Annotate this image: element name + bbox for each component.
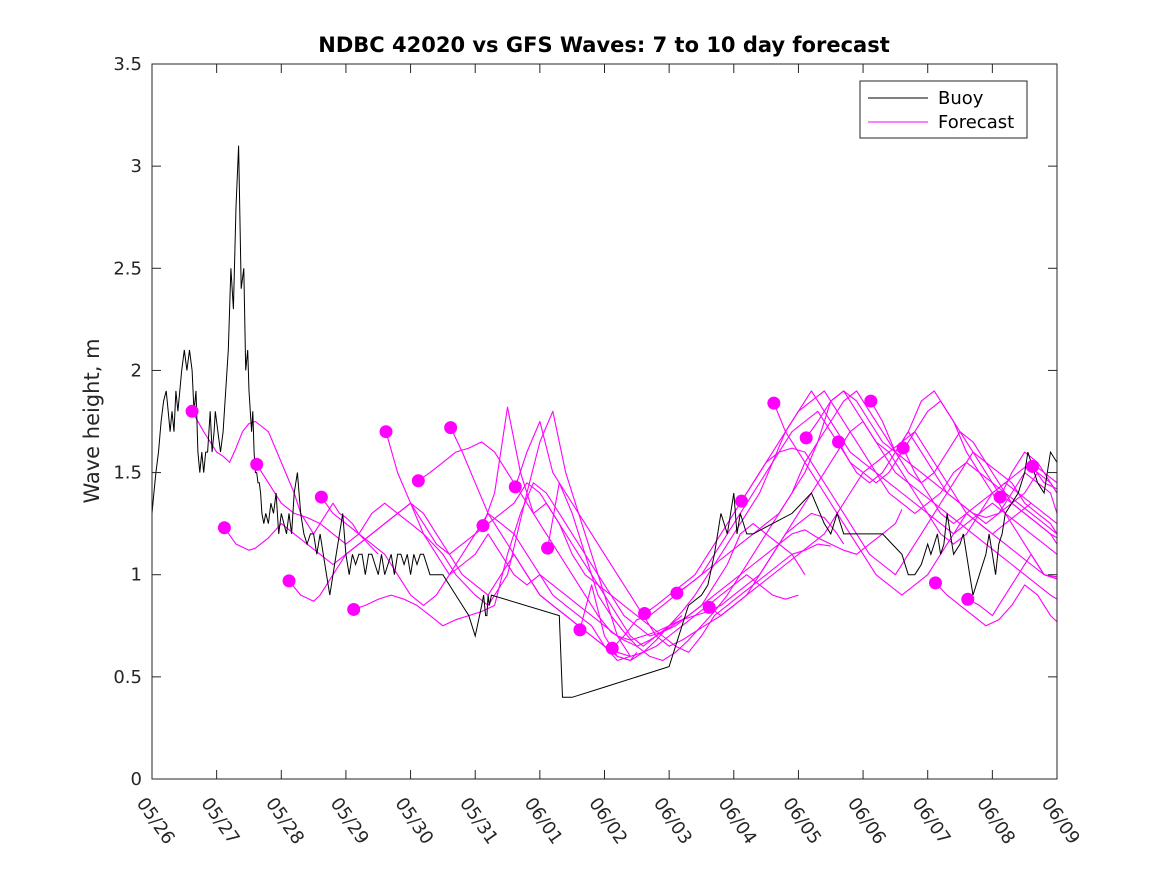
- x-tick-label: 05/30: [390, 794, 437, 849]
- forecast-marker: [638, 607, 652, 621]
- forecast-line: [450, 427, 799, 657]
- y-axis: 0 0.5 1 1.5 2 2.5 3 3.5: [113, 54, 1057, 790]
- forecast-line: [935, 582, 1057, 627]
- x-tick-label: 06/09: [1037, 794, 1084, 849]
- x-tick-label: 06/08: [972, 794, 1019, 849]
- forecast-marker: [767, 396, 781, 410]
- x-tick-label: 06/02: [584, 794, 631, 849]
- forecast-marker: [928, 576, 942, 590]
- x-tick-label: 06/07: [908, 794, 955, 849]
- forecast-marker: [605, 641, 619, 655]
- forecast-line: [353, 482, 806, 637]
- chart-title: NDBC 42020 vs GFS Waves: 7 to 10 day for…: [318, 33, 889, 57]
- forecast-line: [870, 400, 1057, 539]
- forecast-marker: [541, 541, 555, 555]
- forecast-marker: [411, 474, 425, 488]
- forecast-marker: [508, 480, 522, 494]
- forecast-marker: [670, 586, 684, 600]
- forecast-marker: [379, 425, 393, 439]
- x-tick-label: 06/05: [778, 794, 825, 849]
- forecast-marker: [185, 404, 199, 418]
- x-tick-label: 06/04: [714, 794, 761, 849]
- y-tick-label: 1: [131, 565, 142, 586]
- forecast-marker: [250, 457, 264, 471]
- forecast-marker: [961, 592, 975, 606]
- x-tick-label: 05/26: [132, 794, 179, 849]
- forecast-marker: [735, 494, 749, 508]
- legend-forecast-label: Forecast: [938, 112, 1014, 133]
- y-tick-label: 0.5: [113, 667, 142, 688]
- forecast-line: [579, 390, 1057, 662]
- forecast-marker: [702, 600, 716, 614]
- y-axis-label: Wave height, m: [80, 338, 104, 503]
- x-tick-label: 06/01: [520, 794, 567, 849]
- forecast-markers-group: [185, 394, 1039, 655]
- forecast-line: [708, 431, 1057, 617]
- y-tick-label: 1.5: [113, 463, 142, 484]
- forecast-line: [967, 553, 1057, 617]
- forecast-marker: [993, 490, 1007, 504]
- forecast-line: [838, 400, 1057, 580]
- forecast-line: [482, 406, 831, 653]
- forecast-line: [320, 482, 683, 647]
- y-tick-label: 0: [131, 769, 142, 790]
- y-tick-label: 2.5: [113, 258, 142, 279]
- legend-buoy-label: Buoy: [938, 88, 984, 109]
- legend: Buoy Forecast: [859, 80, 1028, 139]
- buoy-line: [152, 145, 1057, 698]
- forecast-marker: [799, 431, 813, 445]
- y-tick-label: 3: [131, 156, 142, 177]
- forecast-marker: [1025, 459, 1039, 473]
- forecast-line: [644, 390, 1057, 614]
- forecast-marker: [864, 394, 878, 408]
- forecast-marker: [573, 623, 587, 637]
- forecast-marker: [282, 574, 296, 588]
- plot-area: [152, 64, 1057, 779]
- forecast-marker: [444, 421, 458, 435]
- legend-box: [859, 80, 1028, 139]
- forecast-marker: [217, 521, 231, 535]
- forecast-line: [741, 447, 1057, 576]
- y-tick-label: 3.5: [113, 54, 142, 75]
- x-tick-label: 05/29: [326, 794, 373, 849]
- forecast-marker: [476, 519, 490, 533]
- forecast-line: [999, 451, 1057, 498]
- forecast-line: [256, 464, 631, 662]
- y-tick-label: 2: [131, 360, 142, 381]
- x-tick-label: 06/06: [843, 794, 890, 849]
- forecast-line: [1031, 466, 1057, 490]
- forecast-line: [417, 441, 903, 647]
- buoy-series-group: [152, 145, 1057, 698]
- x-tick-label: 05/31: [455, 794, 502, 849]
- x-tick-label: 06/03: [649, 794, 696, 849]
- forecast-marker: [896, 441, 910, 455]
- forecast-marker: [347, 602, 361, 616]
- forecast-marker: [832, 435, 846, 449]
- forecast-marker: [314, 490, 328, 504]
- x-tick-label: 05/27: [197, 794, 244, 849]
- forecast-line: [773, 402, 1057, 596]
- x-tick-label: 05/28: [261, 794, 308, 849]
